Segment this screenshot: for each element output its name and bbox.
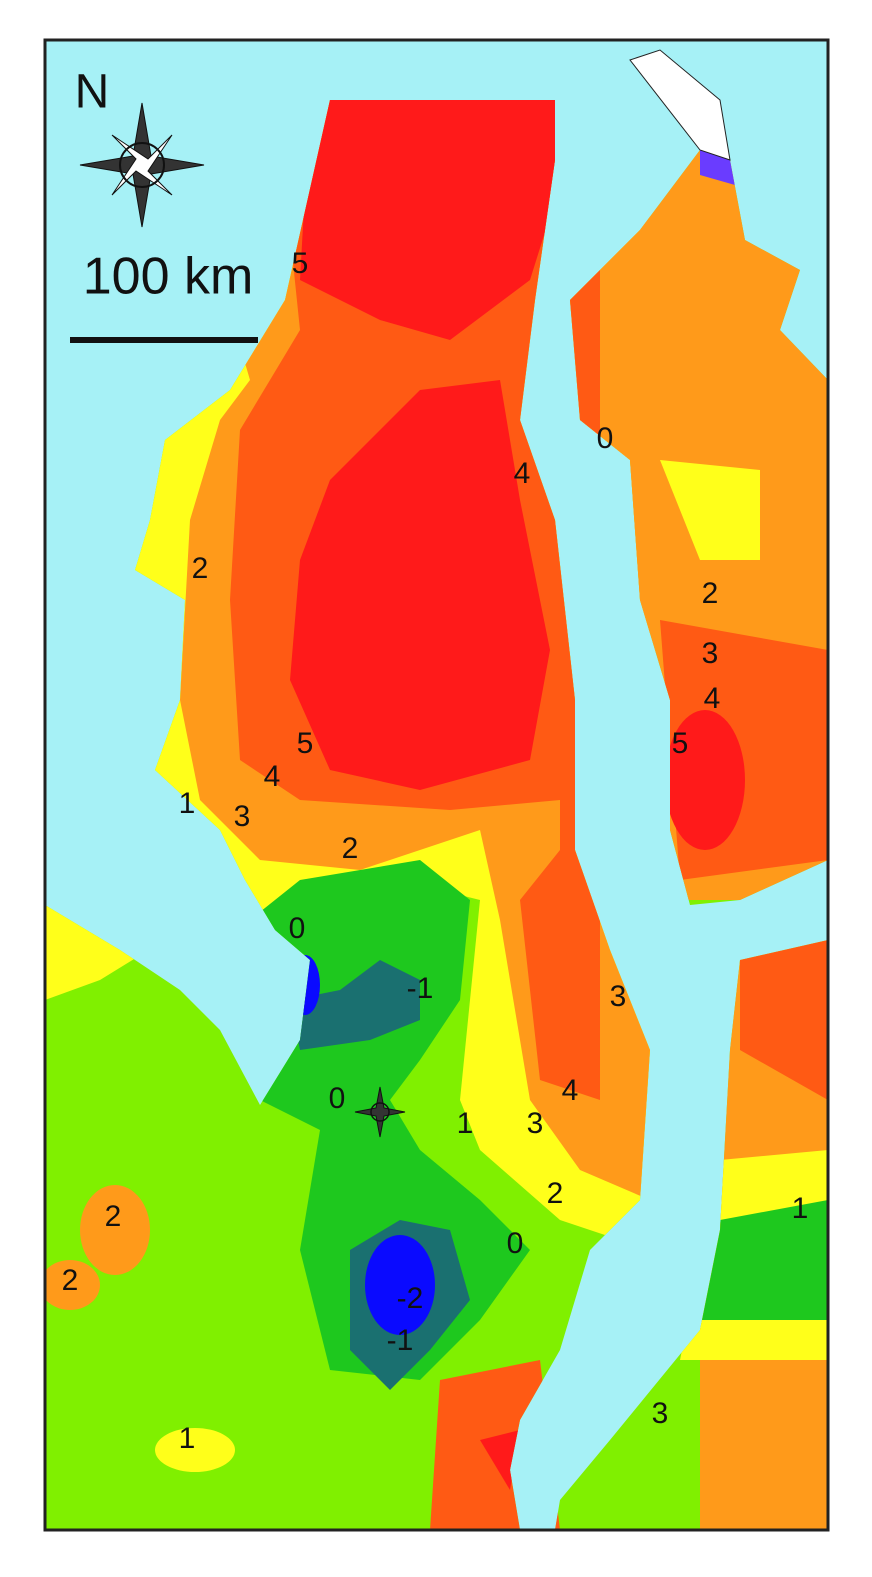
contour-label: 1 xyxy=(792,1192,809,1225)
contour-label: 3 xyxy=(702,637,719,670)
contour-label: 3 xyxy=(652,1397,669,1430)
contour-label: 0 xyxy=(329,1082,346,1115)
zone-3 xyxy=(80,1185,150,1275)
zone-0 xyxy=(700,1200,828,1320)
zone-3 xyxy=(45,1260,100,1310)
contour-label: 2 xyxy=(547,1177,564,1210)
zone-neg2 xyxy=(365,1235,435,1335)
contour-label: 5 xyxy=(297,727,314,760)
frame xyxy=(43,38,830,1532)
contour-label: 1 xyxy=(179,787,196,820)
contour-label: 2 xyxy=(62,1264,79,1297)
contour-label: 1 xyxy=(179,1422,196,1455)
compass xyxy=(79,102,205,228)
contour-label: 5 xyxy=(292,247,309,280)
contour-label: 0 xyxy=(507,1227,524,1260)
zone-5 xyxy=(480,1430,520,1490)
contour-label: 0 xyxy=(597,422,614,455)
zone-5 xyxy=(665,710,745,850)
contour-label: 4 xyxy=(562,1074,579,1107)
contour-label: 3 xyxy=(610,980,627,1013)
contour-label: 3 xyxy=(234,800,251,833)
zone-2 xyxy=(155,1428,235,1472)
contour-label: 2 xyxy=(702,577,719,610)
zone-0 xyxy=(250,860,530,1380)
zone-neg1 xyxy=(290,960,420,1050)
contour-label: 2 xyxy=(105,1200,122,1233)
contour-label: 0 xyxy=(289,912,306,945)
white-area xyxy=(629,49,731,161)
compass-small xyxy=(354,1086,406,1138)
contour-label: 4 xyxy=(264,760,281,793)
north-label: N xyxy=(75,66,110,119)
contour-label: 4 xyxy=(514,457,531,490)
contour-label: 5 xyxy=(672,727,689,760)
contour-label: 3 xyxy=(527,1107,544,1140)
zone-2 xyxy=(660,460,760,560)
contour-fill xyxy=(45,100,828,1530)
zone-4 xyxy=(740,940,828,1100)
contour-label: 2 xyxy=(342,832,359,865)
zone-5 xyxy=(300,100,555,340)
contour-label: 4 xyxy=(704,682,721,715)
contour-label: -1 xyxy=(407,972,434,1005)
contour-label: 2 xyxy=(192,552,209,585)
contour-label: -2 xyxy=(397,1282,424,1315)
zone-5 xyxy=(290,380,550,790)
scale-label: 100 km xyxy=(83,248,254,306)
contour-label: -1 xyxy=(387,1324,414,1357)
contour-label: 1 xyxy=(457,1107,474,1140)
